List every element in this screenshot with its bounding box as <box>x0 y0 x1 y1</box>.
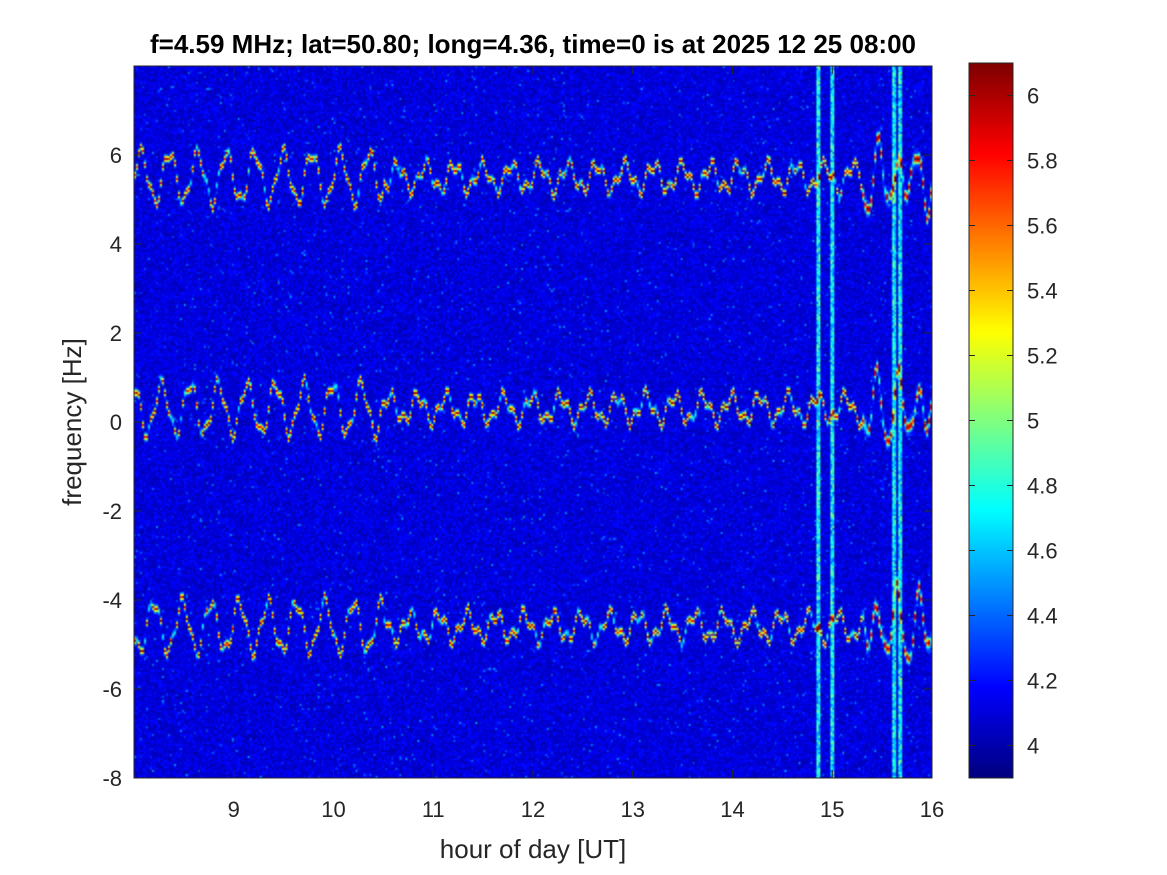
colorbar-tick-label: 4.6 <box>1027 539 1058 564</box>
y-tick-label: 4 <box>110 232 122 257</box>
colorbar-tick-label: 4.8 <box>1027 474 1058 499</box>
x-tick-label: 10 <box>321 797 345 822</box>
y-axis: -8 -6 -4 -2 0 2 4 6 <box>102 143 932 791</box>
heatmap-image <box>134 66 932 778</box>
colorbar-tick-label: 4 <box>1027 734 1039 759</box>
colorbar-tick-label: 5.6 <box>1027 214 1058 239</box>
chart-title: f=4.59 MHz; lat=50.80; long=4.36, time=0… <box>150 29 916 59</box>
x-axis: 9 10 11 12 13 14 15 16 <box>228 66 944 822</box>
colorbar-tick-label: 5.4 <box>1027 279 1058 304</box>
y-tick-label: 0 <box>110 410 122 435</box>
colorbar-tick-label: 4.2 <box>1027 669 1058 694</box>
colorbar-gradient <box>969 63 1013 778</box>
y-tick-label: -6 <box>102 677 122 702</box>
x-tick-label: 13 <box>621 797 645 822</box>
x-tick-label: 11 <box>422 797 445 822</box>
colorbar: 4 4.2 4.4 4.6 4.8 5 5.2 5.4 5.6 5.8 6 <box>968 62 1058 779</box>
y-tick-label: 6 <box>110 143 122 168</box>
x-tick-label: 14 <box>720 797 744 822</box>
y-tick-label: -4 <box>102 588 122 613</box>
y-tick-label: 2 <box>110 321 122 346</box>
x-axis-label: hour of day [UT] <box>440 834 626 864</box>
colorbar-tick-label: 5.8 <box>1027 149 1058 174</box>
x-tick-label: 16 <box>920 797 944 822</box>
y-tick-label: -2 <box>102 499 122 524</box>
x-tick-label: 9 <box>228 797 240 822</box>
x-tick-label: 15 <box>820 797 844 822</box>
x-tick-label: 12 <box>521 797 545 822</box>
colorbar-tick-label: 6 <box>1027 84 1039 109</box>
y-tick-label: -8 <box>102 766 122 791</box>
colorbar-tick-label: 5 <box>1027 409 1039 434</box>
colorbar-ticks: 4 4.2 4.4 4.6 4.8 5 5.2 5.4 5.6 5.8 6 <box>969 84 1058 759</box>
plot-area <box>133 65 933 779</box>
colorbar-tick-label: 5.2 <box>1027 344 1058 369</box>
y-axis-label: frequency [Hz] <box>57 338 87 506</box>
colorbar-tick-label: 4.4 <box>1027 604 1058 629</box>
